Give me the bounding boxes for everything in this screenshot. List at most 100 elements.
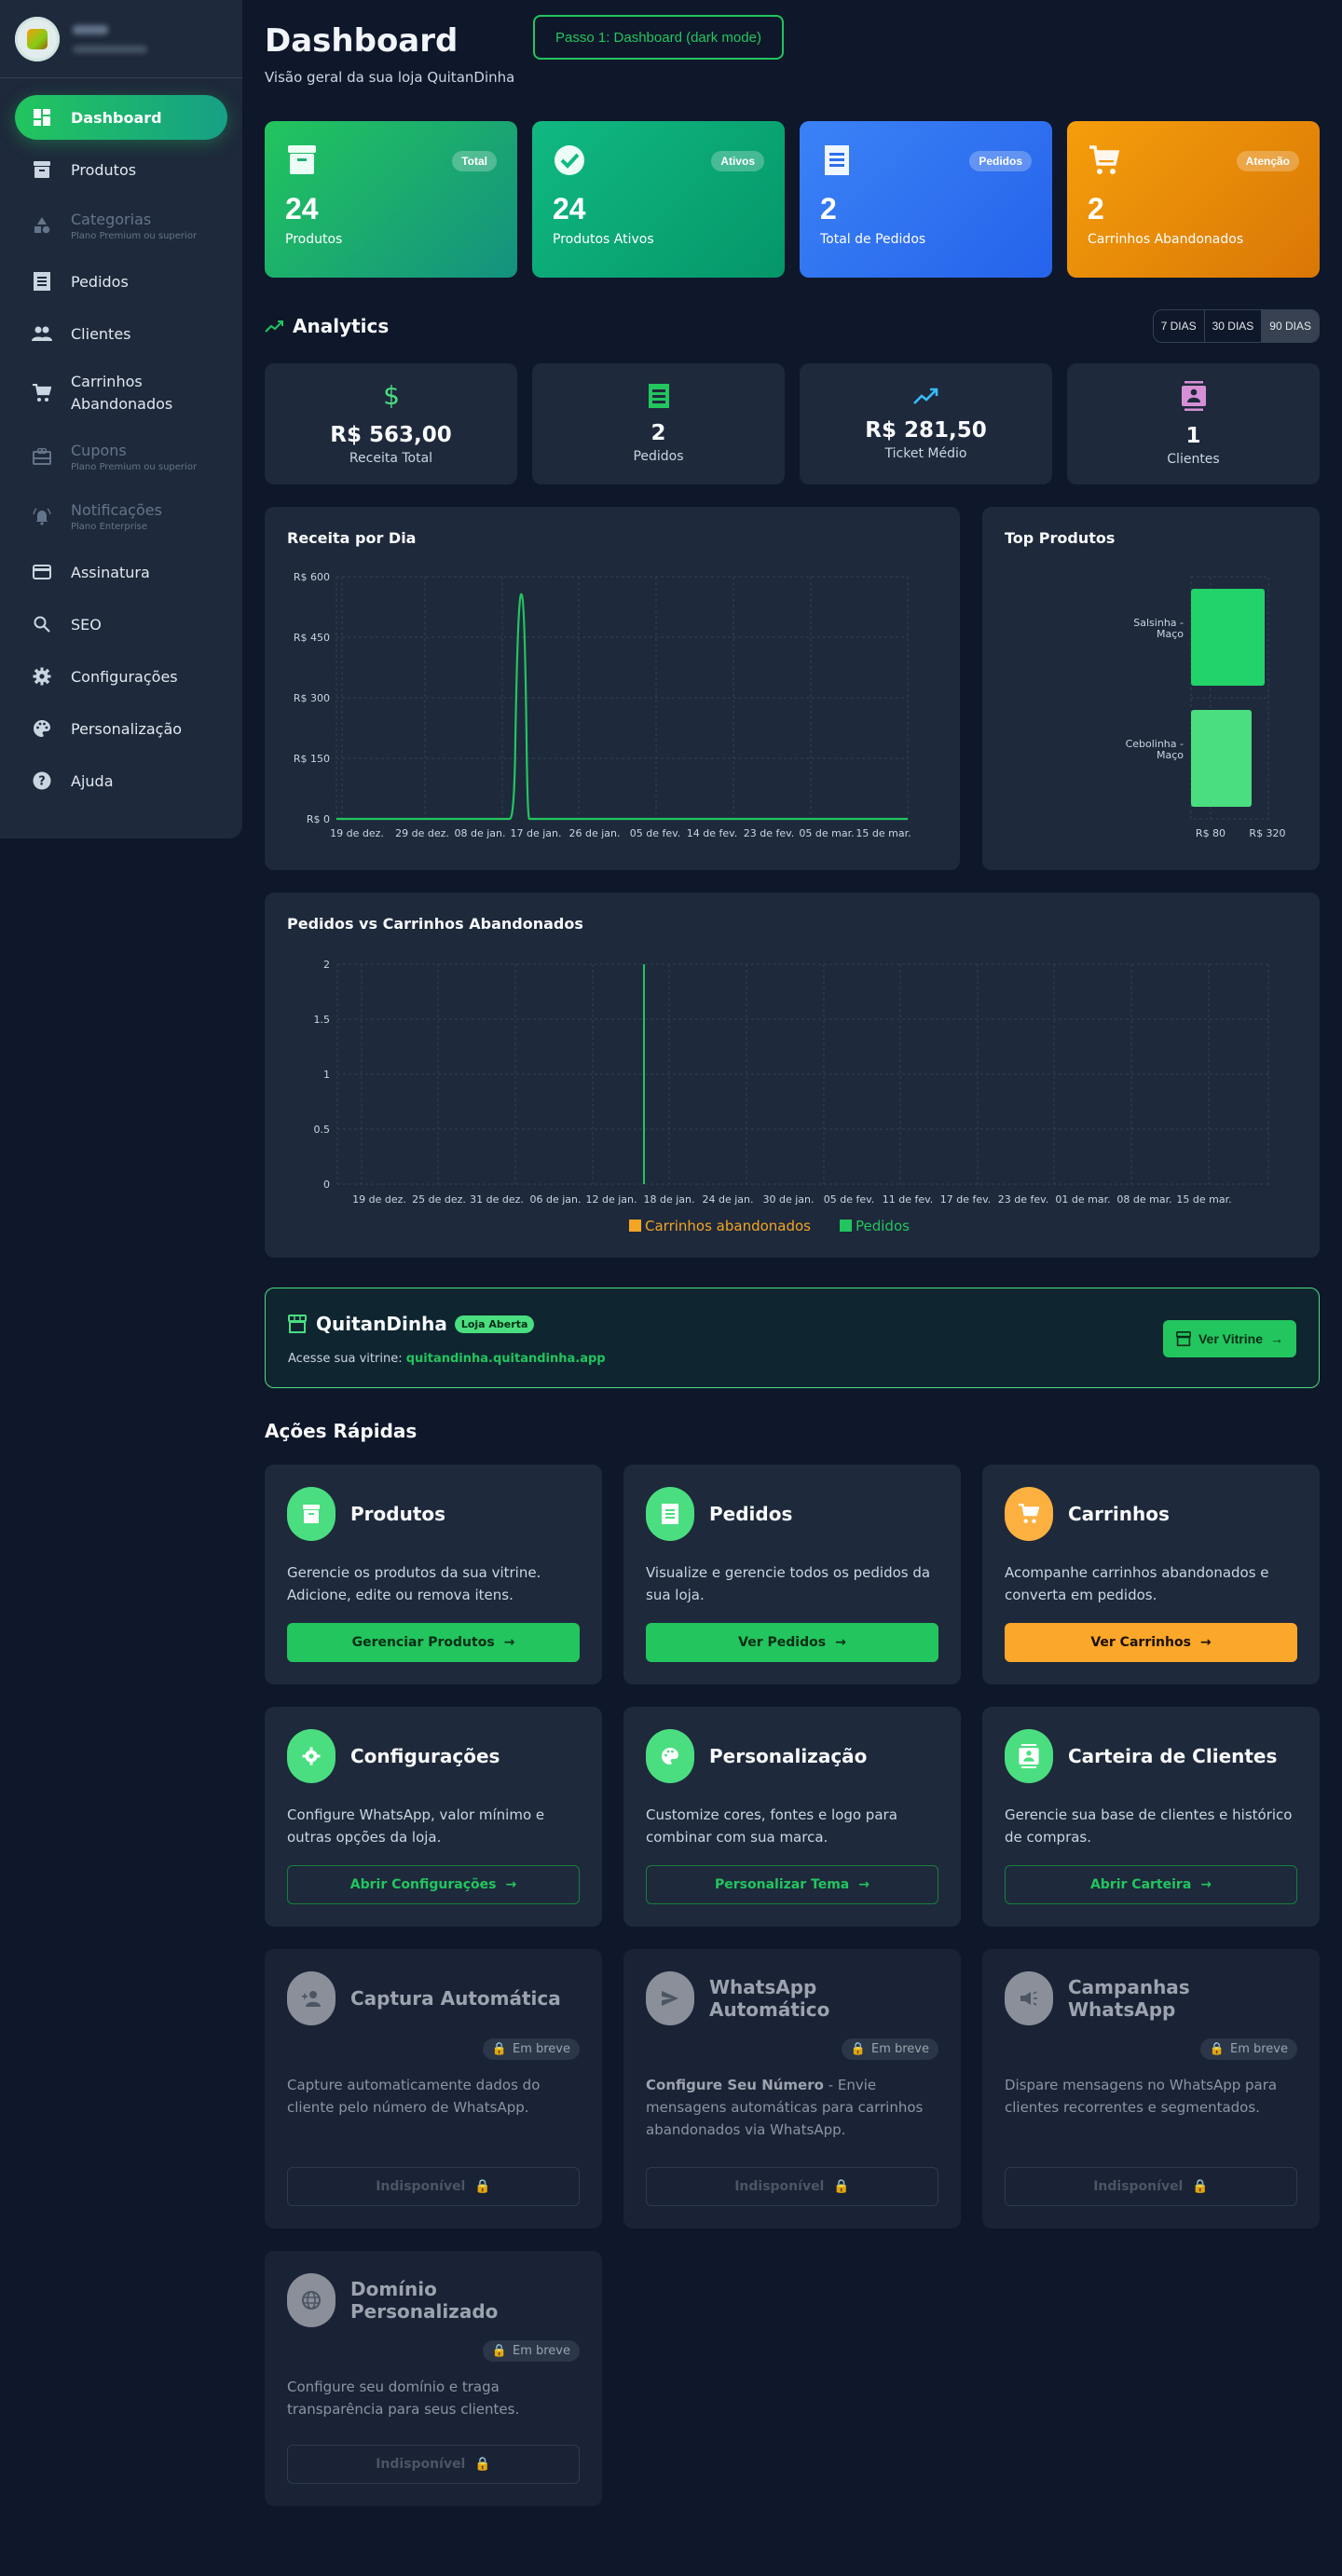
arrow-right-icon: → xyxy=(858,1877,870,1892)
store-avatar[interactable] xyxy=(15,16,60,61)
range-7-days-button[interactable]: 7 DIAS xyxy=(1154,310,1205,342)
stat-card-produtos[interactable]: Total 24 Produtos xyxy=(265,121,517,278)
x-tick: 25 de dez. xyxy=(412,1193,466,1206)
sidebar-item-pedidos[interactable]: Pedidos xyxy=(15,259,227,304)
stat-value: 2 xyxy=(820,192,837,225)
receipt-icon xyxy=(825,145,849,175)
analytics-header: Analytics 7 DIAS 30 DIAS 90 DIAS xyxy=(265,307,1320,345)
bar-cebolinha[interactable] xyxy=(1191,710,1252,807)
globe-icon xyxy=(287,2273,336,2327)
card-description: Configure seu domínio e traga transparên… xyxy=(287,2378,520,2418)
quick-action-personalizacao: Personalização Customize cores, fontes e… xyxy=(623,1707,961,1927)
button-label: Indisponível xyxy=(376,2179,466,2194)
x-tick: 29 de dez. xyxy=(395,827,449,839)
store-url-link[interactable]: quitandinha.quitandinha.app xyxy=(405,1352,606,1366)
view-carts-button[interactable]: Ver Carrinhos → xyxy=(1005,1623,1297,1662)
card-description: Dispare mensagens no WhatsApp para clien… xyxy=(1005,2077,1278,2116)
card-description: Configure WhatsApp, valor mínimo e outra… xyxy=(287,1806,545,1846)
card-title: Carteira de Clientes xyxy=(1068,1745,1278,1767)
sidebar-item-ajuda[interactable]: ? Ajuda xyxy=(15,758,227,803)
kpi-ticket-medio: R$ 281,50 Ticket Médio xyxy=(800,363,1052,484)
x-tick: 30 de jan. xyxy=(762,1193,814,1206)
y-tick: R$ 300 xyxy=(294,692,330,704)
coming-soon-badge: 🔒 Em breve xyxy=(482,2038,580,2060)
help-icon: ? xyxy=(32,770,52,791)
stat-card-pedidos[interactable]: Pedidos 2 Total de Pedidos xyxy=(800,121,1052,278)
x-tick: 17 de fev. xyxy=(940,1193,992,1206)
dollar-icon: $ xyxy=(383,382,400,410)
sidebar-item-assinatura[interactable]: Assinatura xyxy=(15,550,227,594)
range-30-days-button[interactable]: 30 DIAS xyxy=(1205,310,1263,342)
sidebar-item-seo[interactable]: SEO xyxy=(15,602,227,647)
stat-badge: Total xyxy=(452,151,497,171)
sidebar-item-plan-note: Plano Premium ou superior xyxy=(71,461,198,472)
view-orders-button[interactable]: Ver Pedidos → xyxy=(646,1623,938,1662)
y-tick: 1 xyxy=(323,1069,330,1081)
stat-card-produtos-ativos[interactable]: Ativos 24 Produtos Ativos xyxy=(532,121,785,278)
quick-action-produtos: Produtos Gerencie os produtos da sua vit… xyxy=(265,1465,602,1684)
legend-orders[interactable]: Pedidos xyxy=(856,1218,910,1234)
sidebar-item-carrinhos-abandonados[interactable]: Carrinhos Abandonados xyxy=(15,363,227,423)
card-header: Produtos xyxy=(287,1487,580,1541)
manage-products-button[interactable]: Gerenciar Produtos → xyxy=(287,1623,580,1662)
sidebar-item-label: Produtos xyxy=(71,160,137,179)
sidebar-item-notificacoes[interactable]: Notificações Plano Enterprise xyxy=(15,490,227,542)
archive-box-icon xyxy=(32,159,52,180)
lock-icon: 🔒 xyxy=(474,2179,491,2194)
unavailable-button[interactable]: Indisponível 🔒 xyxy=(287,2445,580,2484)
open-settings-button[interactable]: Abrir Configurações → xyxy=(287,1865,580,1904)
card-description: Acompanhe carrinhos abandonados e conver… xyxy=(1005,1564,1269,1603)
x-tick: 14 de fev. xyxy=(687,827,738,839)
sidebar-item-label: Cupons xyxy=(71,441,127,459)
cart-icon xyxy=(32,383,52,403)
open-wallet-button[interactable]: Abrir Carteira → xyxy=(1005,1865,1297,1904)
view-storefront-button[interactable]: Ver Vitrine → xyxy=(1162,1320,1296,1357)
x-tick: 11 de fev. xyxy=(883,1193,934,1206)
sidebar-item-personalizacao[interactable]: Personalização xyxy=(15,706,227,751)
kpi-receita-total: $ R$ 563,00 Receita Total xyxy=(265,363,517,484)
x-tick: 05 de fev. xyxy=(824,1193,875,1206)
page-header: Dashboard Passo 1: Dashboard (dark mode)… xyxy=(265,0,1320,112)
customize-theme-button[interactable]: Personalizar Tema → xyxy=(646,1865,938,1904)
unavailable-button[interactable]: Indisponível 🔒 xyxy=(1005,2167,1297,2206)
user-info xyxy=(73,24,147,53)
quick-action-whatsapp-automatico: WhatsApp Automático 🔒 Em breve Configure … xyxy=(623,1949,961,2228)
lock-icon: 🔒 xyxy=(833,2179,850,2194)
charts-row: Receita por Dia R$ 0 R$ 150 R$ 300 R$ 45… xyxy=(265,507,1320,870)
x-tick: 23 de fev. xyxy=(744,827,795,839)
sidebar-item-produtos[interactable]: Produtos xyxy=(15,147,227,192)
quick-action-configuracoes: Configurações Configure WhatsApp, valor … xyxy=(265,1707,602,1927)
orders-bar[interactable] xyxy=(643,964,645,1184)
unavailable-button[interactable]: Indisponível 🔒 xyxy=(287,2167,580,2206)
cart-icon xyxy=(1005,1487,1053,1541)
trending-up-icon xyxy=(912,388,938,404)
send-icon xyxy=(646,1971,694,2025)
card-header: Carteira de Clientes xyxy=(1005,1729,1297,1783)
card-title: Personalização xyxy=(709,1745,868,1767)
arrow-right-icon: → xyxy=(1199,1635,1212,1650)
x-tick: R$ 80 xyxy=(1196,827,1226,839)
user-name-blurred xyxy=(73,24,108,34)
legend-carts[interactable]: Carrinhos abandonados xyxy=(645,1218,811,1234)
receipt-icon xyxy=(646,1487,694,1541)
sidebar-item-dashboard[interactable]: Dashboard xyxy=(15,95,227,140)
x-tick: 26 de jan. xyxy=(568,827,620,839)
arrow-right-icon: → xyxy=(835,1635,846,1650)
quick-action-carteira-clientes: Carteira de Clientes Gerencie sua base d… xyxy=(982,1707,1320,1927)
button-label: Ver Carrinhos xyxy=(1090,1635,1191,1650)
bar-salsinha[interactable] xyxy=(1191,589,1265,686)
sidebar-item-clientes[interactable]: Clientes xyxy=(15,311,227,356)
svg-text:$: $ xyxy=(383,382,400,410)
x-tick: 05 de fev. xyxy=(630,827,681,839)
sidebar-header xyxy=(0,0,242,78)
badge-label: Em breve xyxy=(512,2042,570,2056)
unavailable-button[interactable]: Indisponível 🔒 xyxy=(646,2167,938,2206)
sidebar-item-cupons[interactable]: Cupons Plano Premium ou superior xyxy=(15,430,227,483)
range-90-days-button[interactable]: 90 DIAS xyxy=(1262,310,1319,342)
sidebar-item-categorias[interactable]: Categorias Plano Premium ou superior xyxy=(15,199,227,252)
stat-card-carrinhos[interactable]: Atenção 2 Carrinhos Abandonados xyxy=(1067,121,1320,278)
sidebar-item-configuracoes[interactable]: Configurações xyxy=(15,654,227,699)
coming-soon-badge: 🔒 Em breve xyxy=(1199,2038,1297,2060)
receipt-icon xyxy=(648,384,669,408)
card-title: Campanhas WhatsApp xyxy=(1068,1976,1190,2021)
